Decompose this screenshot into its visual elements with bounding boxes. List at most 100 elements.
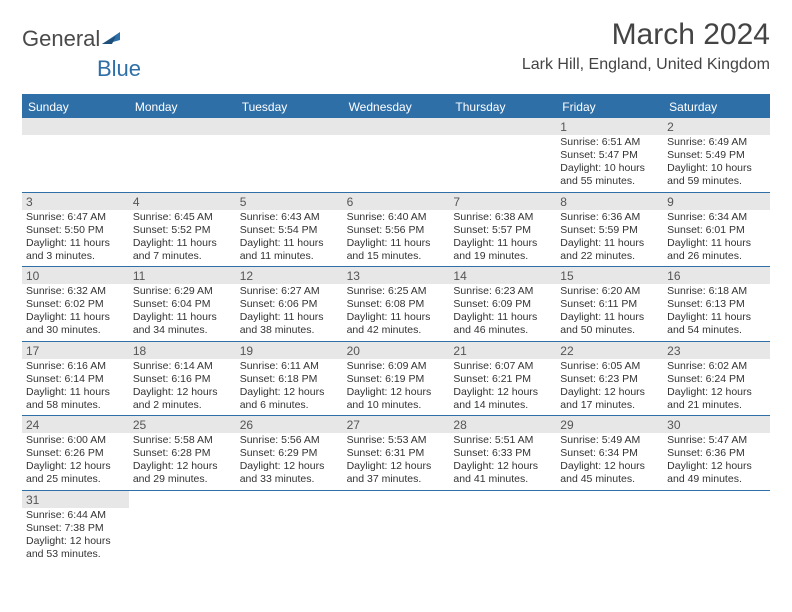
day-number [556, 491, 663, 508]
day-cell: Sunrise: 6:23 AMSunset: 6:09 PMDaylight:… [449, 284, 556, 341]
day-number: 21 [449, 342, 556, 359]
month-title: March 2024 [522, 18, 770, 52]
day-number [22, 118, 129, 135]
day-cell: Sunrise: 6:38 AMSunset: 5:57 PMDaylight:… [449, 210, 556, 267]
day-number: 15 [556, 267, 663, 284]
week-number-band: 10111213141516 [22, 267, 770, 284]
week-row: Sunrise: 6:51 AMSunset: 5:47 PMDaylight:… [22, 135, 770, 193]
day-cell: Sunrise: 6:45 AMSunset: 5:52 PMDaylight:… [129, 210, 236, 267]
day-number: 25 [129, 416, 236, 433]
day-cell: Sunrise: 5:49 AMSunset: 6:34 PMDaylight:… [556, 433, 663, 490]
day-cell: Sunrise: 6:16 AMSunset: 6:14 PMDaylight:… [22, 359, 129, 416]
week-number-band: 3456789 [22, 193, 770, 210]
day-number: 13 [343, 267, 450, 284]
day-cell [129, 135, 236, 192]
day-cell: Sunrise: 6:29 AMSunset: 6:04 PMDaylight:… [129, 284, 236, 341]
day-cell: Sunrise: 6:00 AMSunset: 6:26 PMDaylight:… [22, 433, 129, 490]
day-number [129, 491, 236, 508]
logo-text-general: General [22, 26, 100, 52]
day-cell: Sunrise: 5:58 AMSunset: 6:28 PMDaylight:… [129, 433, 236, 490]
day-cell: Sunrise: 6:27 AMSunset: 6:06 PMDaylight:… [236, 284, 343, 341]
day-number: 17 [22, 342, 129, 359]
day-number [449, 491, 556, 508]
day-number [663, 491, 770, 508]
day-cell [556, 508, 663, 565]
day-cell: Sunrise: 6:11 AMSunset: 6:18 PMDaylight:… [236, 359, 343, 416]
day-number: 3 [22, 193, 129, 210]
day-number: 7 [449, 193, 556, 210]
day-number: 24 [22, 416, 129, 433]
week-number-band: 31 [22, 491, 770, 508]
week-row: Sunrise: 6:44 AMSunset: 7:38 PMDaylight:… [22, 508, 770, 565]
day-number: 30 [663, 416, 770, 433]
day-cell: Sunrise: 6:34 AMSunset: 6:01 PMDaylight:… [663, 210, 770, 267]
day-number: 6 [343, 193, 450, 210]
day-cell [449, 135, 556, 192]
day-number: 5 [236, 193, 343, 210]
dow-thursday: Thursday [449, 96, 556, 118]
dow-monday: Monday [129, 96, 236, 118]
day-cell [22, 135, 129, 192]
day-number: 27 [343, 416, 450, 433]
day-number: 28 [449, 416, 556, 433]
logo: General [22, 18, 126, 52]
day-number: 29 [556, 416, 663, 433]
week-row: Sunrise: 6:47 AMSunset: 5:50 PMDaylight:… [22, 210, 770, 268]
day-cell: Sunrise: 6:32 AMSunset: 6:02 PMDaylight:… [22, 284, 129, 341]
week-number-band: 24252627282930 [22, 416, 770, 433]
week-number-band: 17181920212223 [22, 342, 770, 359]
day-cell: Sunrise: 5:53 AMSunset: 6:31 PMDaylight:… [343, 433, 450, 490]
day-number: 1 [556, 118, 663, 135]
dow-sunday: Sunday [22, 96, 129, 118]
day-number: 12 [236, 267, 343, 284]
day-number: 11 [129, 267, 236, 284]
day-number [343, 491, 450, 508]
day-cell: Sunrise: 6:36 AMSunset: 5:59 PMDaylight:… [556, 210, 663, 267]
week-row: Sunrise: 6:32 AMSunset: 6:02 PMDaylight:… [22, 284, 770, 342]
dow-wednesday: Wednesday [343, 96, 450, 118]
title-block: March 2024 Lark Hill, England, United Ki… [522, 18, 770, 74]
location: Lark Hill, England, United Kingdom [522, 56, 770, 74]
logo-flag-icon [102, 26, 124, 52]
dow-row: Sunday Monday Tuesday Wednesday Thursday… [22, 96, 770, 118]
dow-saturday: Saturday [663, 96, 770, 118]
day-number: 23 [663, 342, 770, 359]
week-row: Sunrise: 6:00 AMSunset: 6:26 PMDaylight:… [22, 433, 770, 491]
day-number: 20 [343, 342, 450, 359]
calendar: Sunday Monday Tuesday Wednesday Thursday… [22, 94, 770, 564]
day-cell: Sunrise: 6:07 AMSunset: 6:21 PMDaylight:… [449, 359, 556, 416]
dow-tuesday: Tuesday [236, 96, 343, 118]
day-cell: Sunrise: 6:40 AMSunset: 5:56 PMDaylight:… [343, 210, 450, 267]
week-number-band: 12 [22, 118, 770, 135]
day-number: 26 [236, 416, 343, 433]
day-cell: Sunrise: 6:51 AMSunset: 5:47 PMDaylight:… [556, 135, 663, 192]
day-number: 9 [663, 193, 770, 210]
day-number: 4 [129, 193, 236, 210]
day-number: 22 [556, 342, 663, 359]
day-number [129, 118, 236, 135]
day-number [236, 118, 343, 135]
week-row: Sunrise: 6:16 AMSunset: 6:14 PMDaylight:… [22, 359, 770, 417]
day-cell: Sunrise: 6:25 AMSunset: 6:08 PMDaylight:… [343, 284, 450, 341]
day-cell: Sunrise: 6:05 AMSunset: 6:23 PMDaylight:… [556, 359, 663, 416]
day-cell: Sunrise: 6:44 AMSunset: 7:38 PMDaylight:… [22, 508, 129, 565]
day-number: 19 [236, 342, 343, 359]
day-cell [129, 508, 236, 565]
day-cell [663, 508, 770, 565]
day-cell: Sunrise: 6:43 AMSunset: 5:54 PMDaylight:… [236, 210, 343, 267]
day-number [236, 491, 343, 508]
calendar-body: 12 Sunrise: 6:51 AMSunset: 5:47 PMDaylig… [22, 118, 770, 564]
day-cell: Sunrise: 6:47 AMSunset: 5:50 PMDaylight:… [22, 210, 129, 267]
day-cell [343, 135, 450, 192]
day-cell: Sunrise: 6:18 AMSunset: 6:13 PMDaylight:… [663, 284, 770, 341]
day-number: 10 [22, 267, 129, 284]
logo-text-blue: Blue [25, 56, 141, 81]
day-number [449, 118, 556, 135]
day-cell: Sunrise: 5:47 AMSunset: 6:36 PMDaylight:… [663, 433, 770, 490]
day-cell: Sunrise: 6:09 AMSunset: 6:19 PMDaylight:… [343, 359, 450, 416]
day-cell: Sunrise: 5:56 AMSunset: 6:29 PMDaylight:… [236, 433, 343, 490]
day-number: 2 [663, 118, 770, 135]
day-cell: Sunrise: 6:49 AMSunset: 5:49 PMDaylight:… [663, 135, 770, 192]
day-cell: Sunrise: 6:14 AMSunset: 6:16 PMDaylight:… [129, 359, 236, 416]
dow-friday: Friday [556, 96, 663, 118]
